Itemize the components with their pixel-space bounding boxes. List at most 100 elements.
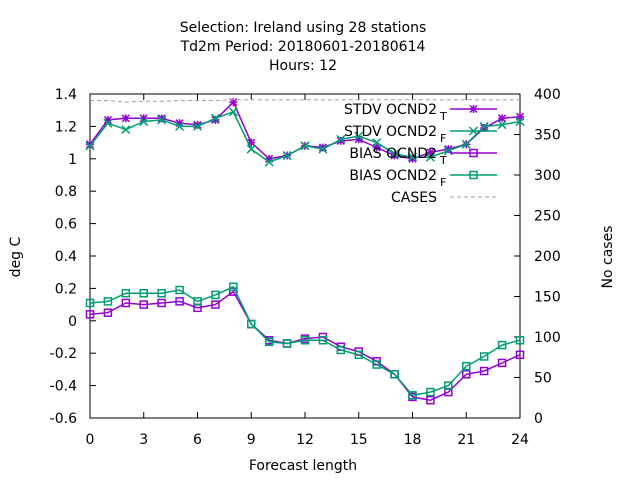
data-point-3	[372, 360, 381, 369]
data-point-0	[157, 114, 166, 123]
y-tick-label: 1.4	[55, 87, 77, 103]
x-tick-label: 15	[350, 432, 368, 448]
data-point-0	[103, 115, 112, 124]
x-axis-label: Forecast length	[249, 458, 357, 474]
legend-label-3: BIAS OCND2	[349, 168, 437, 184]
data-point-3	[408, 391, 417, 400]
data-point-3	[85, 298, 95, 308]
data-point-0	[121, 114, 130, 123]
x-tick-label: 18	[404, 432, 422, 448]
y-tick-label: -0.4	[50, 379, 77, 395]
x-tick-label: 6	[193, 432, 202, 448]
legend-marker-0	[469, 104, 478, 114]
data-point-3	[157, 289, 166, 298]
data-point-1	[354, 131, 364, 141]
data-point-2	[121, 298, 131, 308]
data-point-2	[175, 297, 184, 306]
data-point-1	[85, 141, 95, 151]
data-point-2	[157, 298, 166, 308]
data-point-2	[462, 370, 471, 379]
data-point-2	[85, 310, 95, 319]
data-point-3	[264, 337, 274, 347]
data-point-3	[318, 335, 328, 345]
data-point-3	[462, 361, 471, 371]
y-tick-label: 0.8	[55, 184, 77, 200]
data-point-0	[515, 112, 525, 121]
data-point-0	[498, 114, 507, 123]
data-point-0	[408, 154, 417, 163]
x-tick-label: 3	[139, 432, 148, 448]
data-point-3	[390, 370, 399, 379]
data-point-3	[229, 282, 238, 292]
legend-subscript-0: T	[439, 110, 447, 123]
data-point-1	[515, 117, 525, 127]
data-point-0	[85, 140, 95, 149]
data-point-3	[175, 285, 184, 295]
y2-tick-label: 200	[534, 249, 561, 265]
y2-tick-label: 0	[534, 411, 543, 427]
series-group	[85, 98, 525, 405]
y-axis-label: deg C	[8, 236, 24, 277]
data-point-1	[192, 121, 203, 131]
x-tick-label: 21	[457, 432, 475, 448]
data-point-3	[479, 352, 489, 361]
data-point-0	[426, 148, 435, 157]
data-point-0	[265, 154, 274, 163]
data-point-3	[247, 319, 256, 329]
legend-label-4: CASES	[391, 190, 437, 206]
series-line-1	[89, 110, 521, 163]
data-point-1	[407, 152, 418, 162]
title-line-3: Hours: 12	[269, 58, 337, 74]
y-axis: -0.6 -0.4 -0.2 0 0.2 0.4 0.6 0.8 1 1.2 1.4	[50, 87, 96, 427]
data-point-1	[139, 117, 149, 127]
series-line-2	[89, 290, 521, 401]
data-point-0	[193, 120, 202, 129]
title-line-2: Td2m Period: 20180601-20180614	[180, 39, 426, 55]
data-point-2	[139, 300, 148, 309]
legend-label-2: BIAS OCND2	[349, 146, 437, 162]
y2-tick-label: 350	[534, 128, 561, 144]
data-point-1	[372, 138, 382, 148]
data-point-1	[103, 118, 113, 128]
y-tick-label: 0.6	[55, 217, 77, 233]
y-tick-label: 0.2	[55, 281, 77, 297]
y2-axis-label: No cases	[600, 226, 616, 289]
data-point-0	[247, 138, 256, 147]
data-point-3	[354, 350, 363, 360]
data-point-1	[264, 157, 274, 167]
x-tick-label: 9	[247, 432, 256, 448]
y2-tick-label: 150	[534, 290, 561, 306]
data-point-0	[336, 136, 345, 146]
data-point-0	[211, 115, 220, 124]
legend-subscript-2: T	[439, 154, 447, 167]
data-point-3	[282, 339, 292, 348]
data-point-3	[426, 387, 435, 397]
data-point-2	[497, 358, 507, 368]
legend-marker-3	[469, 170, 478, 180]
data-point-2	[479, 366, 489, 376]
data-point-2	[103, 308, 113, 317]
data-point-0	[354, 135, 363, 144]
data-point-3	[444, 381, 453, 390]
x-axis: 0 3 6 9 12 15 18 21 24	[86, 94, 529, 448]
data-point-1	[497, 120, 507, 130]
data-point-1	[390, 149, 400, 159]
y2-tick-label: 100	[534, 330, 561, 346]
x-tick-label: 0	[86, 432, 95, 448]
title-line-1: Selection: Ireland using 28 stations	[180, 20, 427, 36]
data-point-2	[211, 300, 220, 309]
data-point-1	[246, 144, 256, 154]
data-point-1	[461, 139, 471, 149]
data-point-2	[426, 395, 435, 405]
data-point-2	[515, 350, 525, 360]
data-point-1	[175, 121, 185, 131]
y-tick-label: 0.4	[55, 249, 77, 265]
data-point-0	[229, 98, 238, 107]
data-point-3	[193, 297, 202, 306]
data-point-1	[282, 151, 292, 161]
y-tick-label: -0.6	[50, 411, 77, 427]
data-point-1	[318, 144, 328, 154]
data-point-1	[228, 107, 238, 117]
